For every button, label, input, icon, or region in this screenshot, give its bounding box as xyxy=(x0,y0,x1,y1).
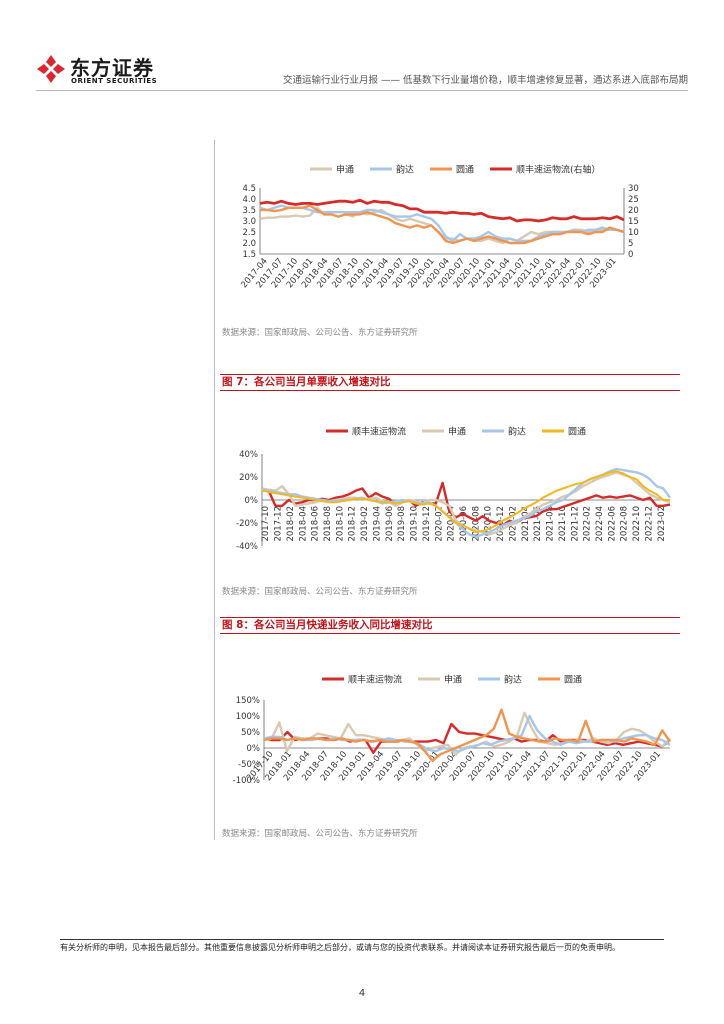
logo-english-name: ORIENT SECURITIES xyxy=(71,77,158,85)
x-tick-label: 2023-02 xyxy=(657,506,667,542)
y-tick-label: -40% xyxy=(236,542,258,552)
y-right-tick-label: 15 xyxy=(628,217,639,227)
y-tick-label: -100% xyxy=(233,776,260,786)
y-tick-label: 0% xyxy=(247,744,261,754)
y-tick-label: 3.0 xyxy=(242,217,256,227)
x-tick-label: 2022-08 xyxy=(620,506,630,542)
y-right-tick-label: 10 xyxy=(628,228,639,238)
x-tick-label: 2021-06 xyxy=(533,506,543,542)
y-right-tick-label: 20 xyxy=(628,206,639,216)
disclaimer-text: 有关分析师的申明，见本报告最后部分。其他重要信息披露见分析师申明之后部分，或请与… xyxy=(60,943,620,952)
x-tick-label: 2020-04 xyxy=(447,506,457,542)
y-tick-label: -50% xyxy=(238,760,260,770)
page-number: 4 xyxy=(358,988,366,999)
series-line xyxy=(259,198,625,223)
y-tick-label: 4.0 xyxy=(242,195,256,205)
figure-source: 数据来源：国家邮政局、公司公告、东方证券研究所 xyxy=(222,829,418,839)
figure-title: 图 7：各公司当月单票收入增速对比 xyxy=(222,376,391,388)
x-tick-label: 2017-10 xyxy=(261,506,271,542)
y-tick-label: 150% xyxy=(236,696,260,706)
figure-source: 数据来源：国家邮政局、公司公告、东方证券研究所 xyxy=(222,587,418,597)
legend-label: 韵达 xyxy=(508,426,526,438)
figure-title: 图 8：各公司当月快递业务收入同比增速对比 xyxy=(222,619,433,631)
figure-title-rule xyxy=(220,374,680,375)
series-line xyxy=(261,470,670,534)
y-tick-label: 3.5 xyxy=(242,206,256,216)
report-header-title: 交通运输行业行业月报 —— 低基数下行业量增价稳，顺丰增速修复显著，通达系进入底… xyxy=(282,75,688,86)
x-tick-label: 2020-10 xyxy=(484,506,494,542)
x-tick-label: 2017-12 xyxy=(274,506,284,542)
footer-divider xyxy=(60,939,664,940)
y-tick-label: 20% xyxy=(239,473,258,483)
legend-label: 顺丰速运物流 xyxy=(348,674,402,686)
legend-label: 圆通 xyxy=(568,427,586,438)
chart-price-per-ticket: 申通 韵达 圆通 顺丰速运物流(右轴）1.52.02.53.03.54.04.5051… xyxy=(239,164,639,291)
y-right-tick-label: 25 xyxy=(628,195,639,205)
legend-label: 圆通 xyxy=(564,675,582,686)
x-tick-label: 2022-02 xyxy=(583,506,593,542)
x-tick-label: 2020-02 xyxy=(434,506,444,542)
y-tick-label: 0% xyxy=(245,496,259,506)
figure-source: 数据来源：国家邮政局、公司公告、东方证券研究所 xyxy=(222,328,418,338)
x-tick-label: 2021-08 xyxy=(546,506,556,542)
y-tick-label: 1.5 xyxy=(242,250,256,260)
x-tick-label: 2022-10 xyxy=(632,506,642,542)
x-tick-label: 2020-06 xyxy=(459,506,469,542)
y-right-tick-label: 5 xyxy=(628,239,633,249)
legend-label: 顺丰速运物流(右轴） xyxy=(516,164,601,176)
legend-label: 圆通 xyxy=(456,165,474,176)
orient-securities-logo-icon xyxy=(37,55,65,83)
y-right-tick-label: 0 xyxy=(628,250,633,260)
x-tick-label: 2019-10 xyxy=(410,506,420,542)
legend-label: 申通 xyxy=(448,426,466,438)
figure-title-rule xyxy=(220,617,680,618)
legend-label: 申通 xyxy=(444,674,462,686)
x-tick-label: 2022-04 xyxy=(595,506,605,542)
x-tick-label: 2021-10 xyxy=(558,506,568,542)
x-tick-label: 2018-06 xyxy=(311,506,321,542)
x-tick-label: 2019-12 xyxy=(422,506,432,542)
figure-title-rule xyxy=(220,390,680,391)
legend-label: 韵达 xyxy=(396,164,414,176)
chart-ticket-revenue-growth: 顺丰速运物流 申通 韵达 圆通 40% 20% 0% -20% -40%2017-10 2017-… xyxy=(236,426,671,552)
x-tick-label: 2021-04 xyxy=(521,506,531,542)
figure-title-rule xyxy=(220,633,680,634)
chart-express-revenue-growth: 顺丰速运物流 申通 韵达 圆通150%100%50%0%-50%-100%2017-1… xyxy=(233,674,671,786)
legend-label: 顺丰速运物流 xyxy=(352,426,406,438)
y-tick-label: 2.0 xyxy=(242,239,256,249)
series-line xyxy=(263,708,671,763)
x-tick-label: 2021-12 xyxy=(570,506,580,542)
series-line xyxy=(261,481,671,527)
x-tick-label: 2018-10 xyxy=(335,506,345,542)
x-tick-label: 2019-02 xyxy=(360,506,370,542)
content-left-rule xyxy=(214,140,215,840)
x-tick-label: 2019-04 xyxy=(372,506,382,542)
logo-chinese-name: 东方证券 xyxy=(70,56,154,80)
legend-label: 申通 xyxy=(336,164,354,176)
x-tick-label: 2018-02 xyxy=(286,506,296,542)
y-tick-label: 100% xyxy=(236,712,260,722)
legend-label: 韵达 xyxy=(504,674,522,686)
x-tick-label: 2020-08 xyxy=(471,506,481,542)
x-tick-label: 2018-12 xyxy=(348,506,358,542)
x-tick-label: 2018-08 xyxy=(323,506,333,542)
y-tick-label: -20% xyxy=(236,519,258,529)
header-divider xyxy=(36,90,688,91)
x-tick-label: 2019-06 xyxy=(385,506,395,542)
y-tick-label: 2.5 xyxy=(242,228,256,238)
x-tick-label: 2022-06 xyxy=(607,506,617,542)
x-tick-label: 2019-08 xyxy=(397,506,407,542)
y-right-tick-label: 30 xyxy=(628,184,639,194)
y-tick-label: 50% xyxy=(241,728,260,738)
x-tick-label: 2022-12 xyxy=(644,506,654,542)
y-tick-label: 4.5 xyxy=(242,184,256,194)
series-line xyxy=(260,204,625,245)
y-tick-label: 40% xyxy=(239,450,258,460)
x-tick-label: 2018-04 xyxy=(298,506,308,542)
